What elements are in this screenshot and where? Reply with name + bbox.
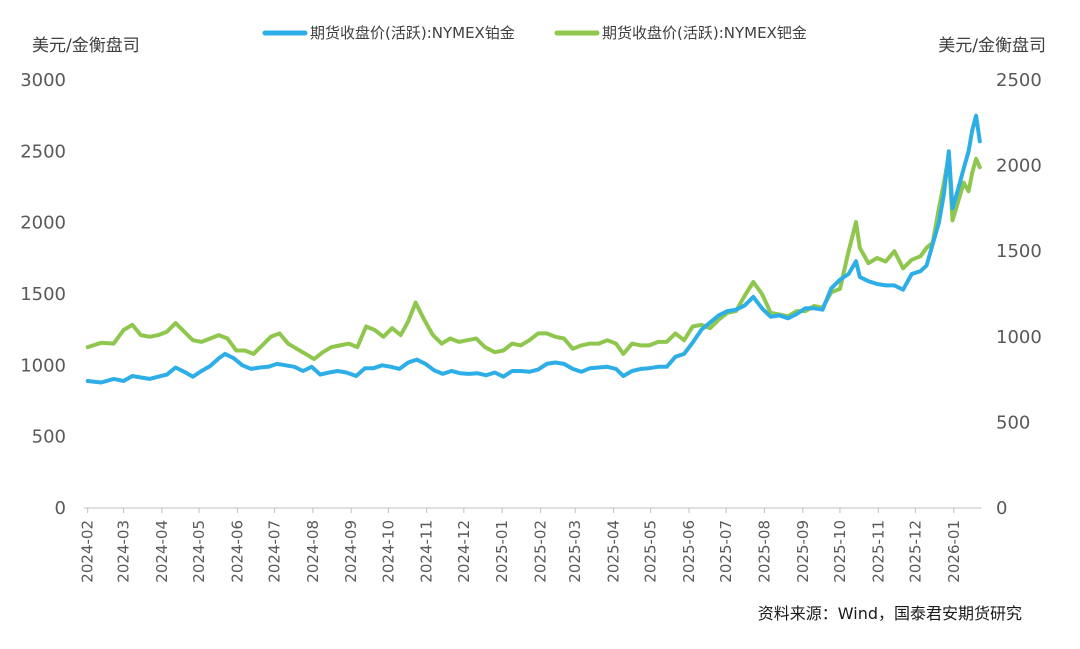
left-y-axis: 0 500 1000 1500 2000 2500 3000 [20, 70, 66, 519]
x-tick-label: 2025-11 [869, 520, 887, 583]
legend-label-platinum: 期货收盘价(活跃):NYMEX铂金 [310, 24, 515, 42]
right-y-tick-label: 1500 [996, 241, 1042, 262]
right-y-axis: 0 500 1000 1500 2000 2500 [996, 70, 1042, 519]
x-tick-label: 2024-03 [115, 520, 133, 583]
x-tick-label: 2025-08 [755, 520, 773, 583]
x-axis: 2024-02 2024-03 2024-04 2024-05 2024-06 2024-… [79, 508, 963, 583]
left-y-tick-label: 500 [32, 427, 66, 448]
right-axis-unit: 美元/金衡盘司 [938, 36, 1046, 56]
x-tick-label: 2024-09 [342, 520, 360, 583]
x-tick-label: 2024-10 [379, 520, 397, 583]
x-tick-label: 2025-03 [566, 520, 584, 583]
left-y-tick-label: 2500 [20, 141, 66, 162]
x-tick-label: 2025-07 [717, 520, 735, 583]
left-y-tick-label: 0 [55, 498, 66, 519]
x-tick-label: 2024-06 [228, 520, 246, 583]
legend-label-palladium: 期货收盘价(活跃):NYMEX钯金 [602, 24, 807, 42]
source-note: 资料来源：Wind，国泰君安期货研究 [757, 604, 1022, 623]
right-y-tick-label: 0 [996, 498, 1007, 519]
x-tick-label: 2025-06 [680, 520, 698, 583]
series-line-palladium [85, 153, 982, 362]
left-y-tick-label: 1000 [20, 355, 66, 376]
x-tick-label: 2024-05 [190, 520, 208, 583]
x-tick-label: 2025-01 [493, 520, 511, 583]
legend: 期货收盘价(活跃):NYMEX铂金 期货收盘价(活跃):NYMEX钯金 [262, 24, 807, 42]
x-tick-label: 2025-02 [532, 520, 550, 583]
right-y-tick-label: 2000 [996, 156, 1042, 177]
right-y-tick-label: 500 [996, 412, 1030, 433]
series-layer [85, 113, 982, 385]
left-y-tick-label: 2000 [20, 213, 66, 234]
x-tick-label: 2025-04 [605, 520, 623, 583]
left-y-tick-label: 1500 [20, 284, 66, 305]
x-tick-label: 2026-01 [945, 520, 963, 583]
x-tick-label: 2025-12 [906, 520, 924, 583]
series-line-platinum [85, 113, 982, 385]
x-tick-label: 2025-10 [831, 520, 849, 583]
x-tick-label: 2024-08 [304, 520, 322, 583]
x-tick-label: 2024-04 [153, 520, 171, 583]
right-y-tick-label: 1000 [996, 327, 1042, 348]
x-tick-label: 2024-02 [79, 520, 97, 583]
left-axis-unit: 美元/金衡盘司 [32, 36, 140, 56]
left-y-tick-label: 3000 [20, 70, 66, 91]
right-y-tick-label: 2500 [996, 70, 1042, 91]
x-tick-label: 2025-09 [794, 520, 812, 583]
x-tick-label: 2024-11 [418, 520, 436, 583]
x-tick-label: 2025-05 [642, 520, 660, 583]
x-tick-label: 2024-12 [455, 520, 473, 583]
x-tick-label: 2024-07 [266, 520, 284, 583]
